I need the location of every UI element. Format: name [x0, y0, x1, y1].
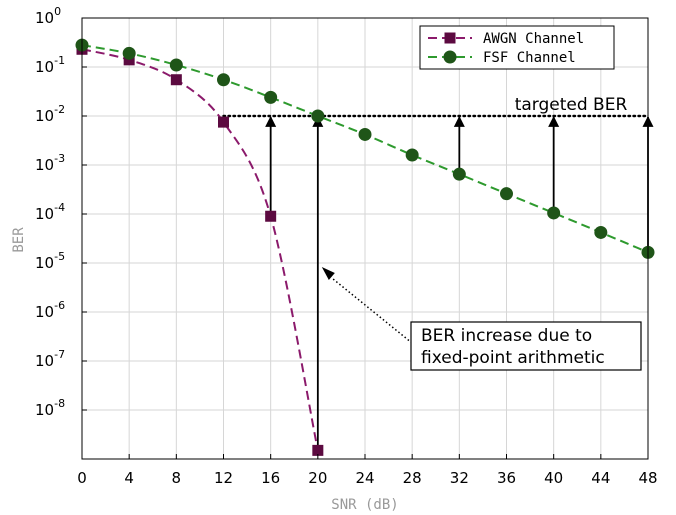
x-tick-label: 20: [308, 469, 327, 487]
x-tick-label: 36: [497, 469, 516, 487]
legend-marker: [444, 32, 456, 44]
annotation-line-1: BER increase due to: [421, 326, 592, 346]
series-group: [75, 38, 655, 456]
data-point: [170, 74, 182, 86]
y-tick-label: 10-5: [35, 250, 65, 272]
legend: AWGN Channel FSF Channel: [419, 25, 615, 70]
x-tick-label: 48: [638, 469, 657, 487]
y-ticks: 100 10-1 10-2 10-3 10-4 10-5 10-6 10-7 10-8: [35, 5, 87, 419]
data-point: [265, 210, 277, 222]
target-ber-label: targeted BER: [515, 95, 628, 115]
data-point: [594, 225, 608, 239]
y-tick-label: 10-2: [35, 103, 65, 125]
x-tick-label: 40: [544, 469, 563, 487]
y-axis-label: BER: [11, 227, 27, 253]
data-point: [311, 109, 325, 123]
y-tick-label: 10-8: [35, 397, 65, 419]
annotation-frame: [410, 321, 642, 371]
grid: [81, 17, 649, 459]
y-tick-label: 10-6: [35, 299, 65, 321]
data-point: [547, 206, 561, 220]
x-tick-label: 0: [77, 469, 87, 487]
annotation-line-2: fixed-point arithmetic: [421, 348, 605, 368]
x-axis-label: SNR (dB): [331, 497, 398, 513]
y-tick-label: 10-1: [35, 54, 65, 76]
x-tick-label: 12: [214, 469, 233, 487]
x-ticks: 0 4 8 12 16 20 24 28 32 36 40 44 48: [77, 454, 658, 487]
data-point: [312, 444, 324, 456]
y-tick-label: 10-3: [35, 152, 65, 174]
data-point: [264, 90, 278, 104]
y-tick-label: 10-7: [35, 348, 65, 370]
data-point: [218, 116, 229, 128]
series-1: [75, 38, 655, 259]
y-tick-label: 100: [35, 5, 61, 27]
x-tick-label: 4: [124, 469, 134, 487]
legend-label: AWGN Channel: [483, 31, 584, 47]
x-tick-label: 44: [591, 469, 610, 487]
annotation-box: BER increase due to fixed-point arithmet…: [410, 321, 642, 371]
x-tick-label: 24: [355, 469, 374, 487]
data-point: [122, 46, 136, 60]
x-tick-label: 16: [261, 469, 280, 487]
data-point: [169, 58, 183, 72]
data-point: [405, 148, 419, 162]
data-point: [452, 167, 466, 181]
x-tick-label: 28: [403, 469, 422, 487]
legend-label: FSF Channel: [483, 50, 576, 66]
data-point: [217, 73, 230, 87]
data-point: [500, 187, 513, 201]
annotation-pointer-line: [331, 277, 413, 344]
y-tick-label: 10-4: [35, 201, 65, 223]
legend-marker: [443, 50, 457, 64]
x-tick-label: 32: [450, 469, 469, 487]
annotation-arrowhead: [321, 267, 335, 280]
x-tick-label: 8: [172, 469, 182, 487]
data-point: [358, 127, 372, 141]
